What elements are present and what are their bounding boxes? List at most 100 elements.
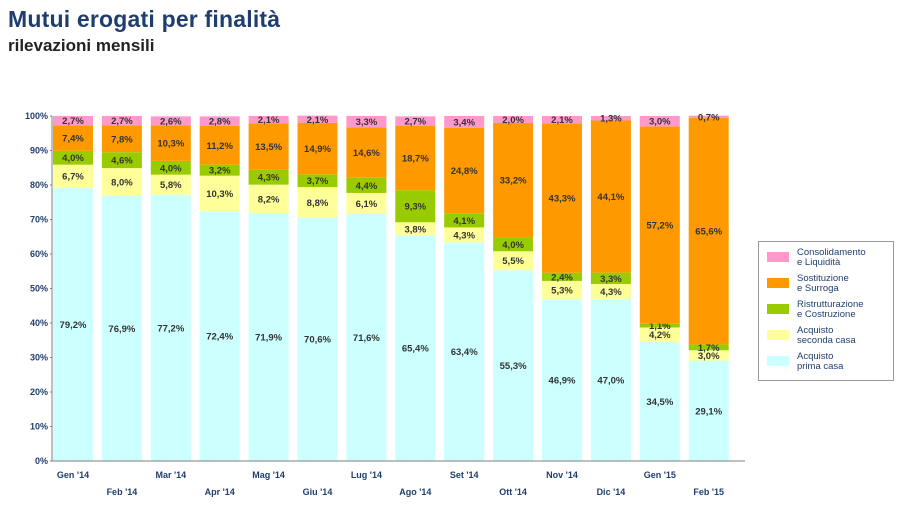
bar-segment — [395, 222, 436, 236]
data-label: 63,4% — [451, 347, 478, 358]
bar-segment — [199, 175, 240, 212]
data-label: 8,8% — [307, 198, 329, 209]
bar-segment — [101, 116, 142, 126]
bar-segment — [639, 126, 680, 324]
bar-segment — [248, 116, 289, 124]
y-tick-label: 50% — [30, 284, 48, 294]
data-label: 10,3% — [206, 189, 233, 200]
data-label: 4,0% — [160, 163, 182, 174]
bar-segment — [493, 116, 534, 123]
x-category-label: Giu '14 — [303, 487, 333, 497]
data-label: 10,3% — [157, 139, 184, 150]
bar-segment — [150, 174, 191, 195]
bar-segment — [248, 184, 289, 213]
data-label: 11,2% — [206, 141, 233, 152]
bar-segment — [53, 116, 93, 126]
legend-label: Acquisto prima casa — [797, 351, 844, 372]
bar-segment — [639, 327, 680, 342]
data-label: 8,2% — [258, 194, 280, 205]
data-label: 18,7% — [402, 153, 429, 164]
chart-legend: Consolidamento e Liquidità Sostituzione e… — [758, 241, 894, 381]
x-category-label: Set '14 — [450, 470, 479, 480]
y-tick-label: 0% — [35, 456, 48, 466]
data-label: 2,6% — [160, 116, 182, 127]
bar-segment — [346, 127, 387, 178]
bar-segment — [53, 187, 93, 461]
data-label: 2,7% — [62, 116, 84, 127]
data-label: 44,1% — [597, 192, 624, 203]
bar-segment — [444, 213, 485, 228]
legend-swatch — [767, 330, 789, 340]
bar-segment — [199, 164, 240, 176]
bar-segment — [346, 116, 387, 128]
data-label: 3,3% — [600, 274, 622, 285]
x-category-label: Ago '14 — [399, 487, 431, 497]
data-label: 2,1% — [307, 115, 329, 126]
data-label: 55,3% — [500, 361, 527, 372]
bar-segment — [590, 272, 631, 285]
bar-segment — [688, 115, 729, 119]
data-label: 4,3% — [600, 287, 622, 298]
data-label: 1,7% — [698, 343, 720, 354]
data-label: 13,5% — [255, 142, 282, 153]
bar-segment — [150, 116, 191, 126]
bar-segment — [493, 270, 534, 461]
bar-segment — [542, 272, 582, 281]
data-label: 71,9% — [255, 332, 282, 343]
data-label: 34,5% — [646, 397, 673, 408]
bar-segment — [150, 160, 191, 175]
data-label: 65,6% — [695, 227, 722, 238]
bar-segment — [590, 120, 631, 273]
bar-segment — [444, 242, 485, 461]
bar-segment — [199, 211, 240, 461]
data-label: 47,0% — [597, 375, 624, 386]
data-label: 0,7% — [698, 112, 720, 123]
bar-segment — [248, 212, 289, 461]
legend-item: Acquisto prima casa — [767, 352, 889, 372]
bar-segment — [297, 115, 338, 123]
data-label: 14,6% — [353, 148, 380, 159]
data-label: 4,6% — [111, 156, 133, 167]
data-label: 71,6% — [353, 333, 380, 344]
data-label: 4,0% — [502, 240, 524, 251]
bar-segment — [101, 195, 142, 461]
bar-segment — [346, 192, 387, 214]
data-label: 77,2% — [157, 323, 184, 334]
x-category-label: Mag '14 — [252, 470, 285, 480]
data-label: 2,0% — [502, 115, 524, 126]
data-label: 4,4% — [356, 181, 378, 192]
bar-segment — [101, 125, 142, 153]
legend-label: Sostituzione e Surroga — [797, 273, 849, 294]
data-label: 1,3% — [600, 114, 622, 125]
data-label: 7,4% — [62, 134, 84, 145]
bar-segment — [150, 125, 191, 161]
bar-segment — [493, 237, 534, 252]
x-category-label: Nov '14 — [546, 470, 578, 480]
data-label: 57,2% — [646, 221, 673, 232]
x-category-label: Apr '14 — [205, 487, 235, 497]
bar-segment — [590, 298, 631, 461]
chart-subtitle: rilevazioni mensili — [8, 36, 155, 55]
bar-segment — [444, 127, 485, 214]
x-category-label: Dic '14 — [597, 487, 626, 497]
y-tick-label: 40% — [30, 318, 48, 328]
data-label: 4,3% — [258, 173, 280, 184]
bar-segment — [53, 125, 93, 151]
data-label: 2,4% — [551, 272, 573, 283]
x-category-label: Feb '14 — [107, 487, 138, 497]
legend-item: Sostituzione e Surroga — [767, 274, 889, 294]
data-label: 76,9% — [108, 324, 135, 335]
bar-segment — [248, 169, 289, 185]
y-tick-label: 60% — [30, 249, 48, 259]
data-label: 4,2% — [649, 330, 671, 341]
data-label: 7,8% — [111, 134, 133, 145]
data-label: 2,7% — [404, 117, 426, 128]
data-label: 5,3% — [551, 286, 573, 297]
data-label: 24,8% — [451, 166, 478, 177]
bar-segment — [346, 177, 387, 193]
data-label: 43,3% — [549, 193, 576, 204]
data-label: 1,1% — [649, 321, 671, 332]
bar-segment — [101, 168, 142, 196]
bar-segment — [542, 299, 582, 461]
